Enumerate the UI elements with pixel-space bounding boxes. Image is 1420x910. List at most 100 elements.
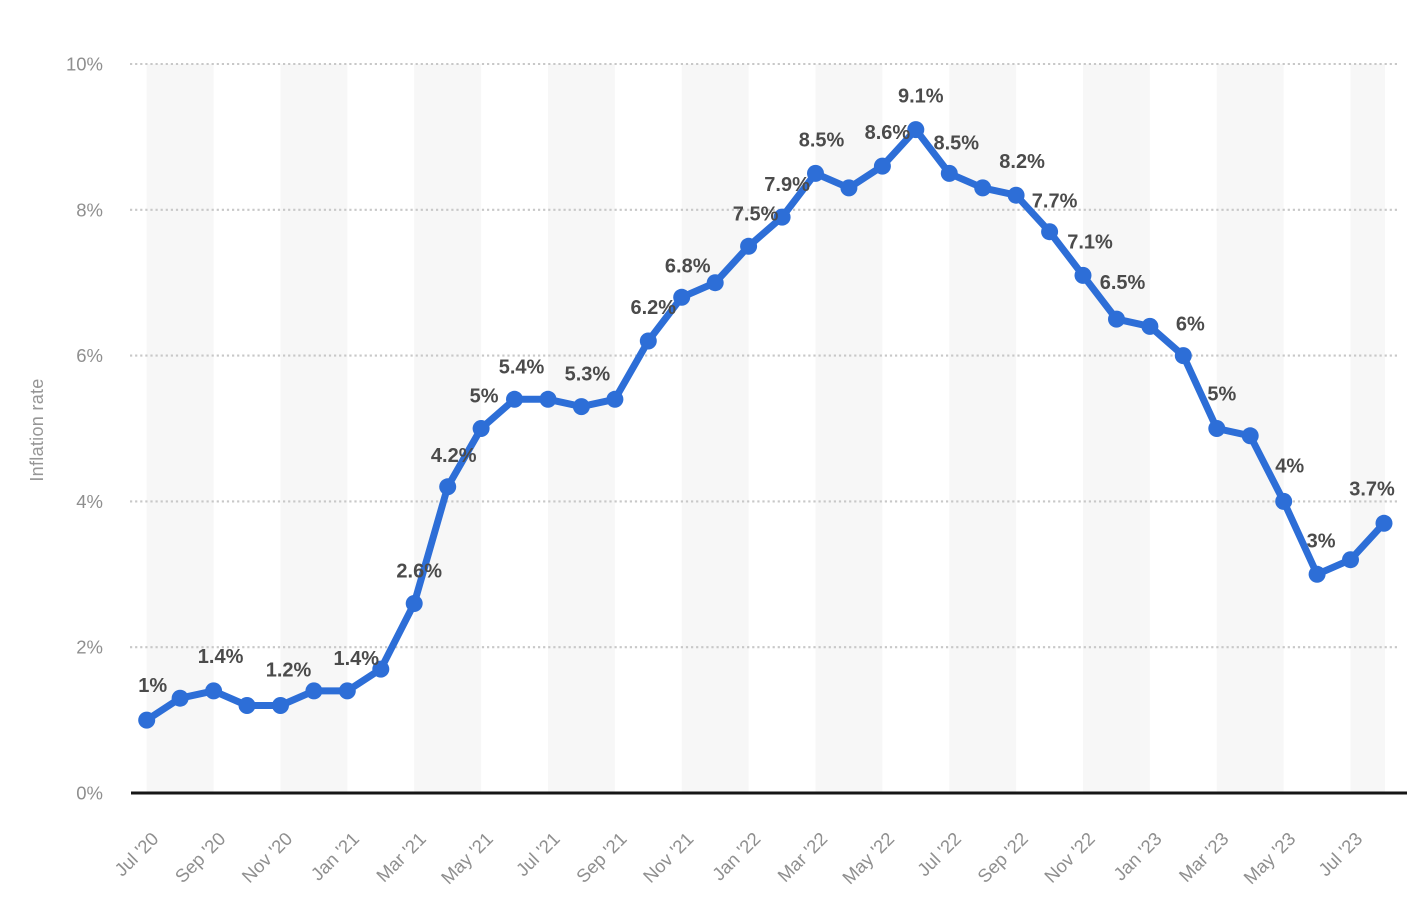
data-point[interactable]	[439, 478, 457, 496]
data-labels: 1%1.4%1.2%1.4%2.6%4.2%5%5.4% 5.3%6.2%6.8%…	[138, 86, 1395, 697]
data-point-label: 1.4%	[334, 648, 380, 670]
data-point[interactable]	[372, 660, 390, 678]
plot-band	[414, 64, 482, 793]
data-point[interactable]	[506, 390, 523, 408]
data-point[interactable]	[1141, 317, 1159, 335]
data-point-label: 8.5%	[934, 132, 980, 154]
data-point-label: 5%	[470, 386, 499, 408]
y-tick-label: 2%	[76, 637, 103, 658]
data-point-label: 7.1%	[1067, 231, 1113, 253]
data-point-label: 6.8%	[665, 255, 711, 277]
x-tick-label: Mar '22	[773, 828, 831, 886]
y-tick-label: 10%	[66, 54, 103, 75]
data-point[interactable]	[1308, 565, 1326, 583]
data-point[interactable]	[873, 157, 891, 175]
data-point[interactable]	[205, 682, 223, 700]
data-point[interactable]	[807, 164, 824, 182]
x-tick-label: Sep '20	[171, 828, 230, 887]
data-point[interactable]	[673, 288, 691, 306]
data-point-label: 5%	[1207, 384, 1236, 406]
data-point[interactable]	[405, 595, 423, 612]
data-point-label: 1.4%	[198, 646, 244, 668]
data-point[interactable]	[572, 398, 590, 416]
x-tick-label: Jul '22	[913, 828, 965, 880]
plot-band	[1083, 64, 1150, 793]
gridlines	[130, 62, 1398, 649]
data-point[interactable]	[1342, 551, 1359, 569]
y-tick-label: 8%	[76, 199, 103, 220]
x-tick-label: May '23	[1239, 828, 1299, 888]
data-point-label: 5.3%	[565, 364, 611, 386]
plot-band	[949, 64, 1017, 793]
data-point-label: 7.7%	[1032, 191, 1078, 213]
y-axis-title: Inflation rate	[27, 378, 47, 482]
data-point-label: 7.9%	[764, 174, 810, 196]
y-tick-label: 0%	[76, 783, 103, 804]
data-point[interactable]	[740, 237, 758, 255]
data-point[interactable]	[1375, 514, 1393, 532]
y-tick-label: 4%	[76, 491, 103, 512]
x-tick-label: Jul '21	[512, 828, 564, 880]
data-point[interactable]	[773, 208, 791, 226]
data-point[interactable]	[238, 697, 256, 714]
x-tick-label: Sep '22	[973, 828, 1032, 887]
data-point[interactable]	[840, 179, 858, 197]
data-point[interactable]	[1208, 420, 1226, 437]
data-point[interactable]	[1241, 427, 1259, 445]
x-axis-labels: Jul '20 Sep '20 Nov '20 Jan '21 Mar '21 May '…	[110, 828, 1366, 888]
data-point[interactable]	[1275, 492, 1293, 510]
x-tick-label: Nov '20	[238, 828, 297, 887]
data-point[interactable]	[1074, 266, 1092, 284]
data-point[interactable]	[639, 332, 657, 350]
x-tick-label: Nov '21	[639, 828, 698, 887]
x-tick-label: Nov '22	[1040, 828, 1099, 887]
data-point[interactable]	[305, 682, 323, 700]
data-point[interactable]	[539, 390, 557, 408]
x-tick-label: Jan '21	[307, 828, 364, 885]
data-point[interactable]	[706, 274, 724, 292]
data-point[interactable]	[1007, 186, 1025, 204]
data-point-label: 9.1%	[898, 86, 944, 108]
data-point[interactable]	[171, 689, 189, 707]
plot-band	[1350, 64, 1386, 793]
data-point[interactable]	[1174, 347, 1192, 365]
data-point-label: 7.5%	[733, 203, 779, 225]
data-point[interactable]	[138, 711, 156, 729]
data-point-label: 5.4%	[499, 356, 545, 378]
plot-band	[146, 64, 214, 793]
data-point-label: 8.5%	[799, 129, 845, 151]
data-point-label: 1.2%	[266, 660, 312, 682]
data-point-label: 2.6%	[396, 561, 442, 583]
data-point-label: 3.7%	[1349, 478, 1395, 500]
data-point[interactable]	[1108, 310, 1125, 328]
data-point-label: 1%	[138, 675, 167, 697]
x-tick-label: Mar '21	[372, 828, 430, 886]
y-axis-labels: 0% 2% 4% 6% 8% 10%	[66, 54, 103, 804]
data-point[interactable]	[272, 697, 289, 714]
data-point[interactable]	[606, 390, 624, 408]
x-tick-label: Jul '23	[1314, 828, 1366, 880]
data-point[interactable]	[472, 420, 490, 437]
data-point-label: 3%	[1307, 530, 1336, 552]
data-point-label: 8.6%	[865, 122, 911, 144]
data-point[interactable]	[974, 179, 992, 197]
data-points	[138, 121, 1393, 729]
data-point[interactable]	[338, 682, 356, 700]
x-tick-label: May '22	[838, 828, 898, 888]
data-point[interactable]	[907, 121, 925, 139]
data-point-label: 4.2%	[431, 445, 477, 467]
x-tick-label: Jul '20	[110, 828, 162, 880]
data-point-label: 6.2%	[631, 297, 677, 319]
x-tick-label: Jan '22	[708, 828, 765, 885]
data-point[interactable]	[940, 164, 958, 182]
x-tick-label: Mar '23	[1175, 828, 1233, 886]
x-tick-label: Jan '23	[1109, 828, 1166, 885]
y-tick-label: 6%	[76, 345, 103, 366]
plot-band	[681, 64, 749, 793]
data-point[interactable]	[1041, 223, 1059, 241]
data-point-label: 4%	[1275, 455, 1304, 477]
plot-band	[280, 64, 348, 793]
data-point-label: 6%	[1176, 314, 1205, 336]
